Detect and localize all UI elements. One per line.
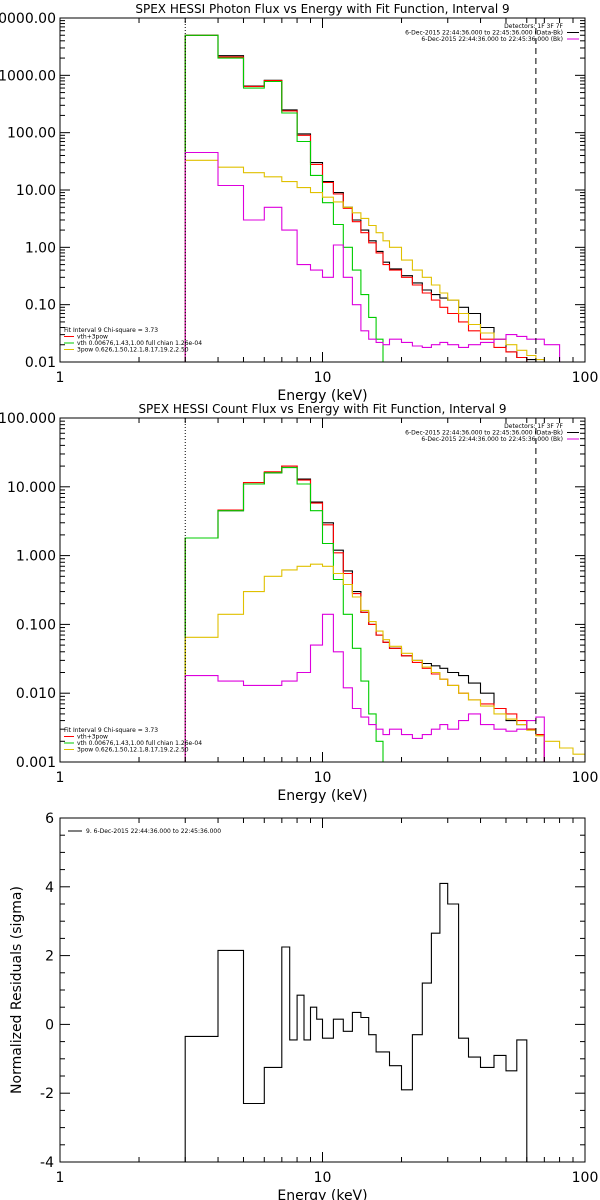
series-line-3 (184, 467, 391, 762)
series-group (184, 34, 561, 362)
x-tick-label: 10 (314, 770, 332, 786)
x-axis: 1 10 100 Energy (keV) (56, 418, 599, 804)
y-tick-label: 100.000 (0, 411, 56, 427)
x-axis-label: Energy (keV) (277, 1188, 367, 1200)
y-tick-label: 2 (45, 949, 54, 965)
legend-entry: vth 0.00676,1.43,1.00 full chian 1.26e-0… (77, 340, 202, 347)
y-tick-label: 0 (45, 1017, 54, 1033)
series-line-3 (184, 34, 391, 362)
x-tick-label: 10 (314, 1170, 332, 1186)
legend-bottom: Fit Interval 9 Chi-square = 3.73vth+3pow… (64, 327, 202, 354)
y-tick-label: 0.010 (16, 686, 56, 702)
legend-entry: 3pow 0.626,1.50,12.1,8.17,19.2,2.50 (77, 347, 189, 354)
legend-entry: 9. 6-Dec-2015 22:44:36.000 to 22:45:36.0… (86, 828, 221, 835)
legend-entry: 6-Dec-2015 22:44:36.000 to 22:45:36.000 … (421, 436, 563, 443)
legend-bottom: Fit Interval 9 Chi-square = 3.73vth+3pow… (64, 727, 202, 754)
y-axis-label: Normalized Residuals (sigma) (9, 886, 25, 1094)
y-tick-label: -4 (40, 1155, 54, 1171)
chart-panel-2: SPEX HESSI Count Flux vs Energy with Fit… (0, 402, 599, 804)
series-line-1 (184, 465, 545, 762)
x-axis-label: Energy (keV) (277, 388, 367, 404)
series-line-5 (184, 151, 561, 362)
legend-entry: Detectors: 1F 3F 7F (504, 423, 563, 430)
x-tick-label: 100 (572, 1170, 599, 1186)
y-tick-label: 1.000 (16, 549, 56, 565)
chart-panel-3: 1 10 100 Energy (keV) -4 -2 0 2 4 6 Normalized Res… (9, 811, 598, 1200)
series-line-2 (184, 34, 528, 362)
x-tick-label: 1 (56, 1170, 65, 1186)
y-tick-label: 10000.00 (0, 11, 56, 27)
series-line-4 (184, 159, 545, 362)
legend-entry: 6-Dec-2015 22:44:36.000 to 22:45:36.000 … (405, 430, 563, 437)
legend-top: Detectors: 1F 3F 7F6-Dec-2015 22:44:36.0… (405, 23, 579, 43)
x-tick-label: 1 (56, 770, 65, 786)
plot-frame (59, 817, 586, 1163)
y-tick-label: -2 (40, 1086, 54, 1102)
y-tick-label: 1000.00 (0, 68, 56, 84)
legend-entry: 6-Dec-2015 22:44:36.000 to 22:45:36.000 … (405, 30, 563, 37)
y-tick-label: 0.01 (25, 355, 56, 371)
y-tick-label: 100.00 (7, 126, 56, 142)
y-tick-label: 0.001 (16, 755, 56, 771)
series-group (184, 882, 528, 1162)
legend-entry: Fit Interval 9 Chi-square = 3.73 (64, 327, 158, 334)
legend-entry: vth+3pow (77, 734, 108, 741)
legend-entry: vth+3pow (77, 334, 108, 341)
y-tick-label: 1.00 (25, 240, 56, 256)
series-line-1 (184, 34, 561, 362)
y-tick-label: 6 (45, 811, 54, 827)
y-axis: 0.01 0.10 1.00 10.00 100.00 1000.00 10000.00 (0, 11, 585, 371)
x-tick-label: 1 (56, 370, 65, 386)
series-line-1 (184, 882, 528, 1162)
y-axis: -4 -2 0 2 4 6 Normalized Residuals (sigma) (9, 811, 585, 1171)
legend-entry: vth 0.00676,1.43,1.00 full chian 1.26e-0… (77, 740, 202, 747)
series-line-5 (184, 613, 545, 762)
y-tick-label: 0.10 (25, 298, 56, 314)
legend-entry: 6-Dec-2015 22:44:36.000 to 22:45:36.000 … (421, 36, 563, 43)
y-tick-label: 4 (45, 880, 54, 896)
legend-entry: Detectors: 1F 3F 7F (504, 23, 563, 30)
legend-top: 9. 6-Dec-2015 22:44:36.000 to 22:45:36.0… (68, 828, 221, 835)
x-axis-label: Energy (keV) (277, 788, 367, 804)
x-tick-label: 10 (314, 370, 332, 386)
x-axis: 1 10 100 Energy (keV) (56, 18, 599, 404)
legend-entry: 3pow 0.626,1.50,12.1,8.17,19.2,2.50 (77, 747, 189, 754)
y-tick-label: 10.00 (16, 183, 56, 199)
y-axis: 0.001 0.010 0.100 1.000 10.000 100.000 (0, 411, 585, 771)
y-tick-label: 0.100 (16, 617, 56, 633)
x-tick-label: 100 (572, 370, 599, 386)
series-line-2 (184, 465, 545, 762)
legend-entry: Fit Interval 9 Chi-square = 3.73 (64, 727, 158, 734)
series-group (184, 465, 585, 762)
x-axis: 1 10 100 Energy (keV) (56, 818, 599, 1200)
chart-panel-1: SPEX HESSI Photon Flux vs Energy with Fi… (0, 2, 599, 404)
chart-title: SPEX HESSI Photon Flux vs Energy with Fi… (135, 2, 509, 16)
legend-top: Detectors: 1F 3F 7F6-Dec-2015 22:44:36.0… (405, 423, 579, 443)
y-tick-label: 10.000 (7, 480, 56, 496)
chart-title: SPEX HESSI Count Flux vs Energy with Fit… (138, 402, 506, 416)
series-line-4 (184, 563, 585, 762)
x-tick-label: 100 (572, 770, 599, 786)
